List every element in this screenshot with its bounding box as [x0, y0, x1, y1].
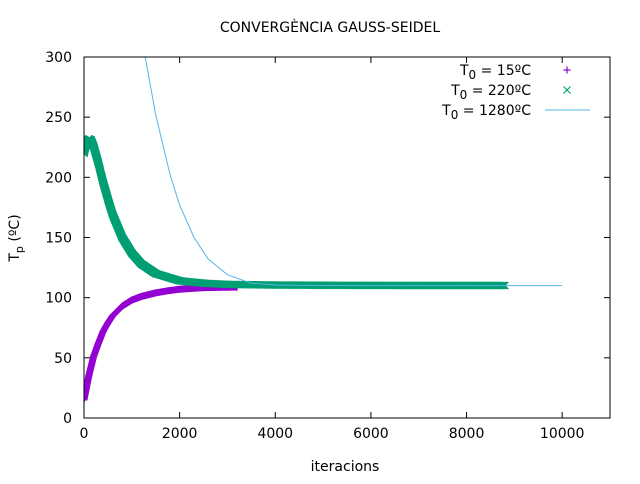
series-markers [84, 134, 509, 290]
axis-ticks: 0 2000 4000 6000 8000 10000 0 50 100 150 200 250 300 [45, 50, 610, 442]
data-point [104, 319, 112, 327]
x-tick-label: 8000 [449, 426, 485, 442]
data-point [89, 142, 98, 150]
data-point [94, 158, 103, 167]
data-point [118, 233, 127, 242]
data-point [199, 279, 208, 288]
series-markers [84, 283, 241, 404]
data-point [84, 149, 88, 158]
y-axis-label-main: T [7, 253, 23, 263]
x-axis-label: iteracions [311, 459, 380, 475]
series-layer [84, 57, 563, 404]
y-tick-label: 300 [45, 50, 72, 66]
data-point [137, 292, 145, 300]
x-tick-label: 2000 [162, 426, 198, 442]
data-point [128, 296, 136, 304]
y-axis-label-rest: (ºC) [7, 214, 23, 246]
data-point [118, 302, 126, 310]
y-tick-label: 200 [45, 170, 72, 186]
series-line [144, 57, 563, 287]
data-point [108, 210, 117, 219]
y-tick-label: 100 [45, 291, 72, 307]
data-point [151, 269, 160, 278]
data-point [175, 276, 184, 285]
legend-label: T0 = 220ºC [450, 83, 531, 102]
y-axis-label: Tp (ºC) [7, 214, 26, 262]
data-point [99, 327, 107, 335]
series-1 [84, 283, 241, 404]
x-tick-label: 0 [80, 426, 89, 442]
data-point [137, 260, 146, 268]
data-point [166, 286, 174, 294]
data-point [84, 134, 93, 143]
legend-marker-sample [563, 86, 571, 94]
data-point [103, 195, 112, 203]
y-tick-label: 250 [45, 110, 72, 126]
plot-frame [83, 56, 611, 419]
legend-label: T0 = 15ºC [459, 63, 531, 82]
data-point [223, 280, 232, 289]
x-tick-label: 4000 [257, 426, 293, 442]
data-point [90, 353, 98, 361]
x-tick-label: 10000 [540, 426, 585, 442]
data-point [94, 339, 102, 347]
x-tick-label: 6000 [353, 426, 389, 442]
data-point [109, 312, 117, 320]
plot-area [84, 57, 563, 404]
legend-marker-sample [563, 66, 571, 74]
data-point [99, 178, 108, 187]
data-point [176, 285, 184, 293]
y-tick-label: 50 [54, 351, 72, 367]
legend-label: T0 = 1280ºC [441, 103, 531, 122]
data-point [152, 289, 160, 297]
y-tick-label: 0 [63, 411, 72, 427]
series-2 [84, 134, 509, 290]
y-axis-label-sub: p [13, 246, 26, 253]
chart-title: CONVERGÈNCIA GAUSS-SEIDEL [220, 19, 441, 36]
data-point [85, 372, 93, 380]
data-point [87, 136, 96, 144]
data-point [84, 396, 88, 404]
data-point [127, 249, 136, 258]
series-3 [144, 57, 563, 287]
y-tick-label: 150 [45, 231, 72, 247]
